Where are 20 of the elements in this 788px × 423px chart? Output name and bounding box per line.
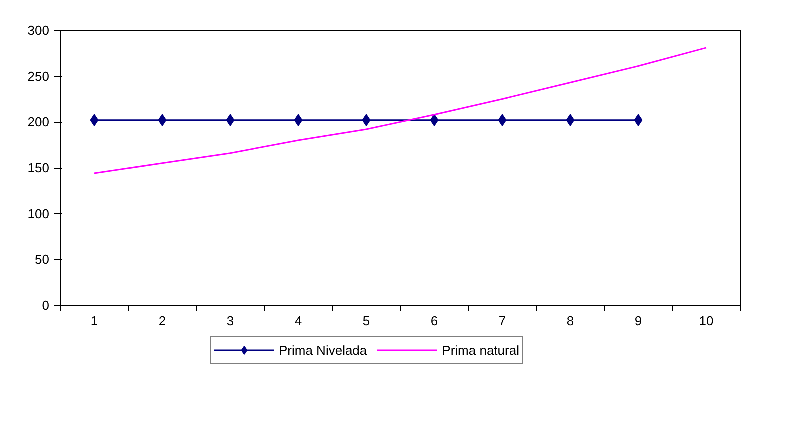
- x-tick-label: 7: [498, 314, 506, 328]
- y-tick-label: 200: [28, 114, 50, 130]
- y-tick-label: 150: [28, 160, 50, 176]
- y-tick-label: 300: [28, 23, 50, 38]
- line-series: [94, 47, 708, 174]
- x-tick-label: 2: [158, 314, 166, 328]
- legend-label: Prima Nivelada: [279, 342, 368, 358]
- y-tick-label: 100: [28, 206, 50, 222]
- x-tick-label: 6: [430, 314, 438, 328]
- y-tick-label: 250: [28, 68, 50, 84]
- x-tick-label: 10: [699, 314, 714, 328]
- x-tick-label: 1: [90, 314, 98, 328]
- y-tick-label: 0: [42, 298, 50, 313]
- y-tick-label: 50: [35, 252, 50, 268]
- x-tick-label: 9: [634, 314, 642, 328]
- x-tick-label: 5: [362, 314, 370, 328]
- legend-label: Prima natural: [442, 342, 520, 358]
- x-tick-label: 4: [294, 314, 302, 328]
- x-tick-label: 3: [226, 314, 234, 328]
- x-tick-label: 8: [566, 314, 574, 328]
